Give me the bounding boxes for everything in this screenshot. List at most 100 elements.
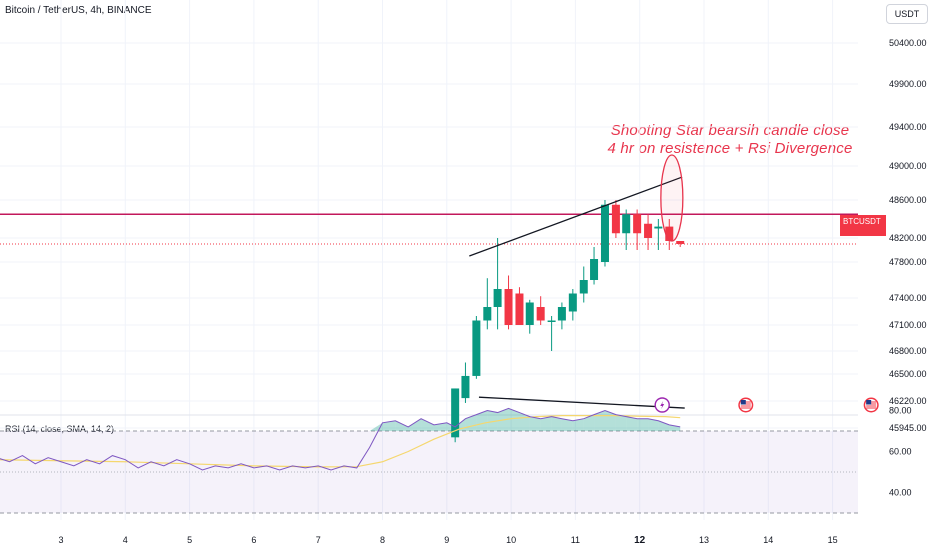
y-tick-label: 47100.00 <box>889 320 927 330</box>
rsi-overbought-fill <box>433 422 447 431</box>
candle-body <box>536 307 545 321</box>
rsi-overbought-fill <box>583 414 595 431</box>
rsi-lines <box>0 407 681 471</box>
x-tick-label: 11 <box>571 535 580 545</box>
x-tick-label: 3 <box>58 535 63 545</box>
lightning-glyph <box>660 401 665 409</box>
rsi-overbought-fill <box>540 416 552 431</box>
candle-body <box>654 226 663 229</box>
y-tick-label: 49000.00 <box>889 161 927 171</box>
rsi-overbought-fill <box>487 410 498 431</box>
rsi-trendline <box>478 396 685 409</box>
us-flag-event-icon <box>738 397 754 413</box>
annotation-line-2: 4 hr on resistence + Rsi Divergence <box>607 140 853 157</box>
y-tick-label: 46500.00 <box>889 369 927 379</box>
candle-body <box>461 375 470 399</box>
us-flag-event-icon <box>863 397 879 413</box>
x-tick-label: 14 <box>763 535 773 545</box>
lightning-event-icon <box>654 397 670 413</box>
candle-body <box>622 214 631 234</box>
candle-body <box>472 320 481 376</box>
x-tick-label: 5 <box>187 535 192 545</box>
candle-body <box>504 289 513 325</box>
annotation-text: Shooting Star bearsih candle close 4 hr … <box>560 122 900 158</box>
x-tick-label: 4 <box>123 535 128 545</box>
rsi-tick-label: 40.00 <box>889 488 912 498</box>
x-tick-label: 10 <box>506 535 516 545</box>
candle-body <box>557 307 566 321</box>
x-tick-label: 9 <box>444 535 449 545</box>
candle-body <box>611 204 620 234</box>
candle-body <box>600 204 609 262</box>
symbol-tag-box <box>840 215 886 226</box>
candle-body <box>451 388 460 438</box>
flag-canton <box>866 400 872 405</box>
rsi-overbought-fill <box>529 416 541 431</box>
rsi-overbought-fill <box>637 418 649 431</box>
candle-body <box>633 214 642 234</box>
rsi-overbought-fill <box>446 422 456 431</box>
rsi-overbought-fill <box>421 418 434 431</box>
candle-body <box>525 302 534 325</box>
rsi-overbought-fill <box>648 418 659 431</box>
rsi-overbought-fill <box>476 410 488 431</box>
price-tag-value: 48099.99 <box>889 217 923 226</box>
y-tick-label: 47400.00 <box>889 293 927 303</box>
y-tick-label: 48200.00 <box>889 233 927 243</box>
grid <box>0 0 858 520</box>
x-tick-label: 13 <box>699 535 709 545</box>
annotation-line-1: Shooting Star bearsih candle close <box>610 122 850 139</box>
x-tick-label: 6 <box>251 535 256 545</box>
y-tick-label: 48600.00 <box>889 195 927 205</box>
x-tick-label: 7 <box>316 535 321 545</box>
currency-button[interactable]: USDT <box>886 4 928 24</box>
rsi-overbought-fill <box>658 420 670 431</box>
y-tick-label: 47800.00 <box>889 257 927 267</box>
rsi-overbought-fill <box>626 416 638 431</box>
rsi-overbought-fill <box>551 416 562 431</box>
rsi-overbought-fill <box>615 414 627 431</box>
candle-body <box>644 223 653 238</box>
highlight-ellipse <box>660 154 684 242</box>
rsi-overbought-fill <box>572 418 584 431</box>
countdown-tag: 03:11:47 <box>889 227 920 236</box>
chart-title: Bitcoin / TetherUS, 4h, BINANCE <box>5 5 152 16</box>
flag-canton <box>740 400 746 405</box>
candle-body <box>579 280 588 294</box>
candle-body <box>547 320 556 322</box>
drawings <box>469 154 879 413</box>
price-trendline <box>469 176 683 257</box>
rsi-overbought-fill <box>382 420 396 431</box>
rsi-line <box>0 407 681 471</box>
y-tick-label: 49900.00 <box>889 79 927 89</box>
rsi-tick-label: 80.00 <box>889 406 912 416</box>
candle-body <box>676 241 685 244</box>
y-tick-label: 49400.00 <box>889 122 927 132</box>
axes: 45945.00 46220.00 46500.00 46800.00 47100.00… <box>58 38 926 546</box>
candle-body <box>665 226 674 241</box>
rsi-overbought-fill <box>508 408 520 431</box>
candle-body <box>493 289 502 307</box>
x-tick-label: 15 <box>828 535 838 545</box>
symbol-tag: BTCUSDT <box>843 217 881 226</box>
reference-lines <box>0 213 858 245</box>
rsi-label: RSI (14, close, SMA, 14, 2) <box>5 424 115 434</box>
y-tick-label: 46800.00 <box>889 346 927 356</box>
rsi-background <box>0 430 858 514</box>
x-tick-label: 8 <box>380 535 385 545</box>
rsi-overbought-fill <box>561 418 573 431</box>
price-tag: BTCUSDT 48099.99 03:11:47 <box>840 215 923 236</box>
x-tick-label: 12 <box>634 535 646 546</box>
candle-body <box>515 293 524 325</box>
candle-body <box>568 293 577 312</box>
y-tick-label: 50400.00 <box>889 38 927 48</box>
rsi-sma-line <box>0 415 681 468</box>
candle-body <box>590 259 599 280</box>
candle-body <box>483 307 492 321</box>
rsi-overbought-fill <box>408 418 422 431</box>
rsi-tick-label: 60.00 <box>889 447 912 457</box>
candles <box>451 200 685 443</box>
y-tick-label: 45945.00 <box>889 423 927 433</box>
rsi-overbought-fill <box>395 420 409 431</box>
